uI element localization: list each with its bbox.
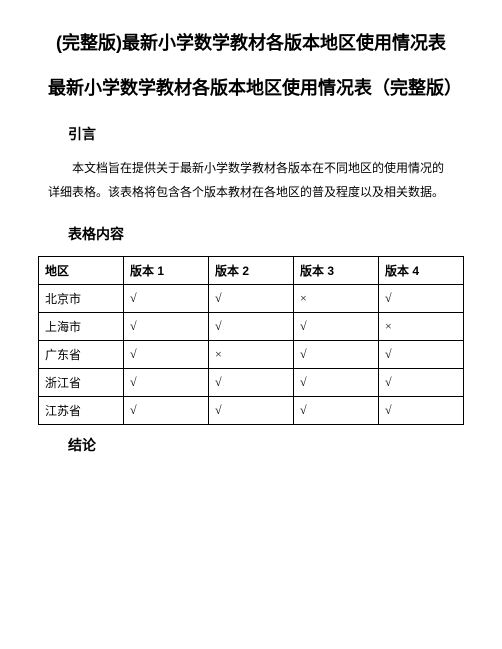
table-cell: √ — [294, 313, 379, 341]
table-cell: 上海市 — [39, 313, 124, 341]
table-row: 广东省 √ × √ √ — [39, 341, 464, 369]
table-cell: 江苏省 — [39, 397, 124, 425]
section-heading-table: 表格内容 — [38, 224, 464, 244]
document-title-main: (完整版)最新小学数学教材各版本地区使用情况表 — [38, 30, 464, 57]
table-header-cell: 地区 — [39, 257, 124, 285]
table-cell: √ — [124, 369, 209, 397]
usage-table: 地区 版本 1 版本 2 版本 3 版本 4 北京市 √ √ × √ 上海市 √… — [38, 256, 464, 425]
table-header-cell: 版本 4 — [379, 257, 464, 285]
table-cell: √ — [379, 341, 464, 369]
table-cell: √ — [124, 285, 209, 313]
table-cell: √ — [209, 313, 294, 341]
table-row: 浙江省 √ √ √ √ — [39, 369, 464, 397]
table-cell: × — [209, 341, 294, 369]
table-cell: √ — [379, 285, 464, 313]
table-cell: √ — [379, 369, 464, 397]
table-header-cell: 版本 3 — [294, 257, 379, 285]
table-header-cell: 版本 1 — [124, 257, 209, 285]
table-cell: √ — [209, 369, 294, 397]
table-cell: × — [294, 285, 379, 313]
table-cell: √ — [294, 341, 379, 369]
table-header-row: 地区 版本 1 版本 2 版本 3 版本 4 — [39, 257, 464, 285]
table-cell: 北京市 — [39, 285, 124, 313]
intro-paragraph: 本文档旨在提供关于最新小学数学教材各版本在不同地区的使用情况的详细表格。该表格将… — [38, 156, 464, 204]
document-title-sub: 最新小学数学教材各版本地区使用情况表（完整版） — [38, 75, 464, 102]
section-heading-conclusion: 结论 — [38, 435, 464, 455]
table-header-cell: 版本 2 — [209, 257, 294, 285]
table-cell: √ — [124, 397, 209, 425]
table-cell: √ — [124, 313, 209, 341]
table-cell: √ — [209, 397, 294, 425]
table-row: 江苏省 √ √ √ √ — [39, 397, 464, 425]
table-cell: √ — [379, 397, 464, 425]
table-cell: × — [379, 313, 464, 341]
section-heading-intro: 引言 — [38, 124, 464, 144]
table-cell: 广东省 — [39, 341, 124, 369]
table-row: 上海市 √ √ √ × — [39, 313, 464, 341]
table-cell: √ — [124, 341, 209, 369]
table-cell: 浙江省 — [39, 369, 124, 397]
table-row: 北京市 √ √ × √ — [39, 285, 464, 313]
table-cell: √ — [209, 285, 294, 313]
table-cell: √ — [294, 397, 379, 425]
table-cell: √ — [294, 369, 379, 397]
